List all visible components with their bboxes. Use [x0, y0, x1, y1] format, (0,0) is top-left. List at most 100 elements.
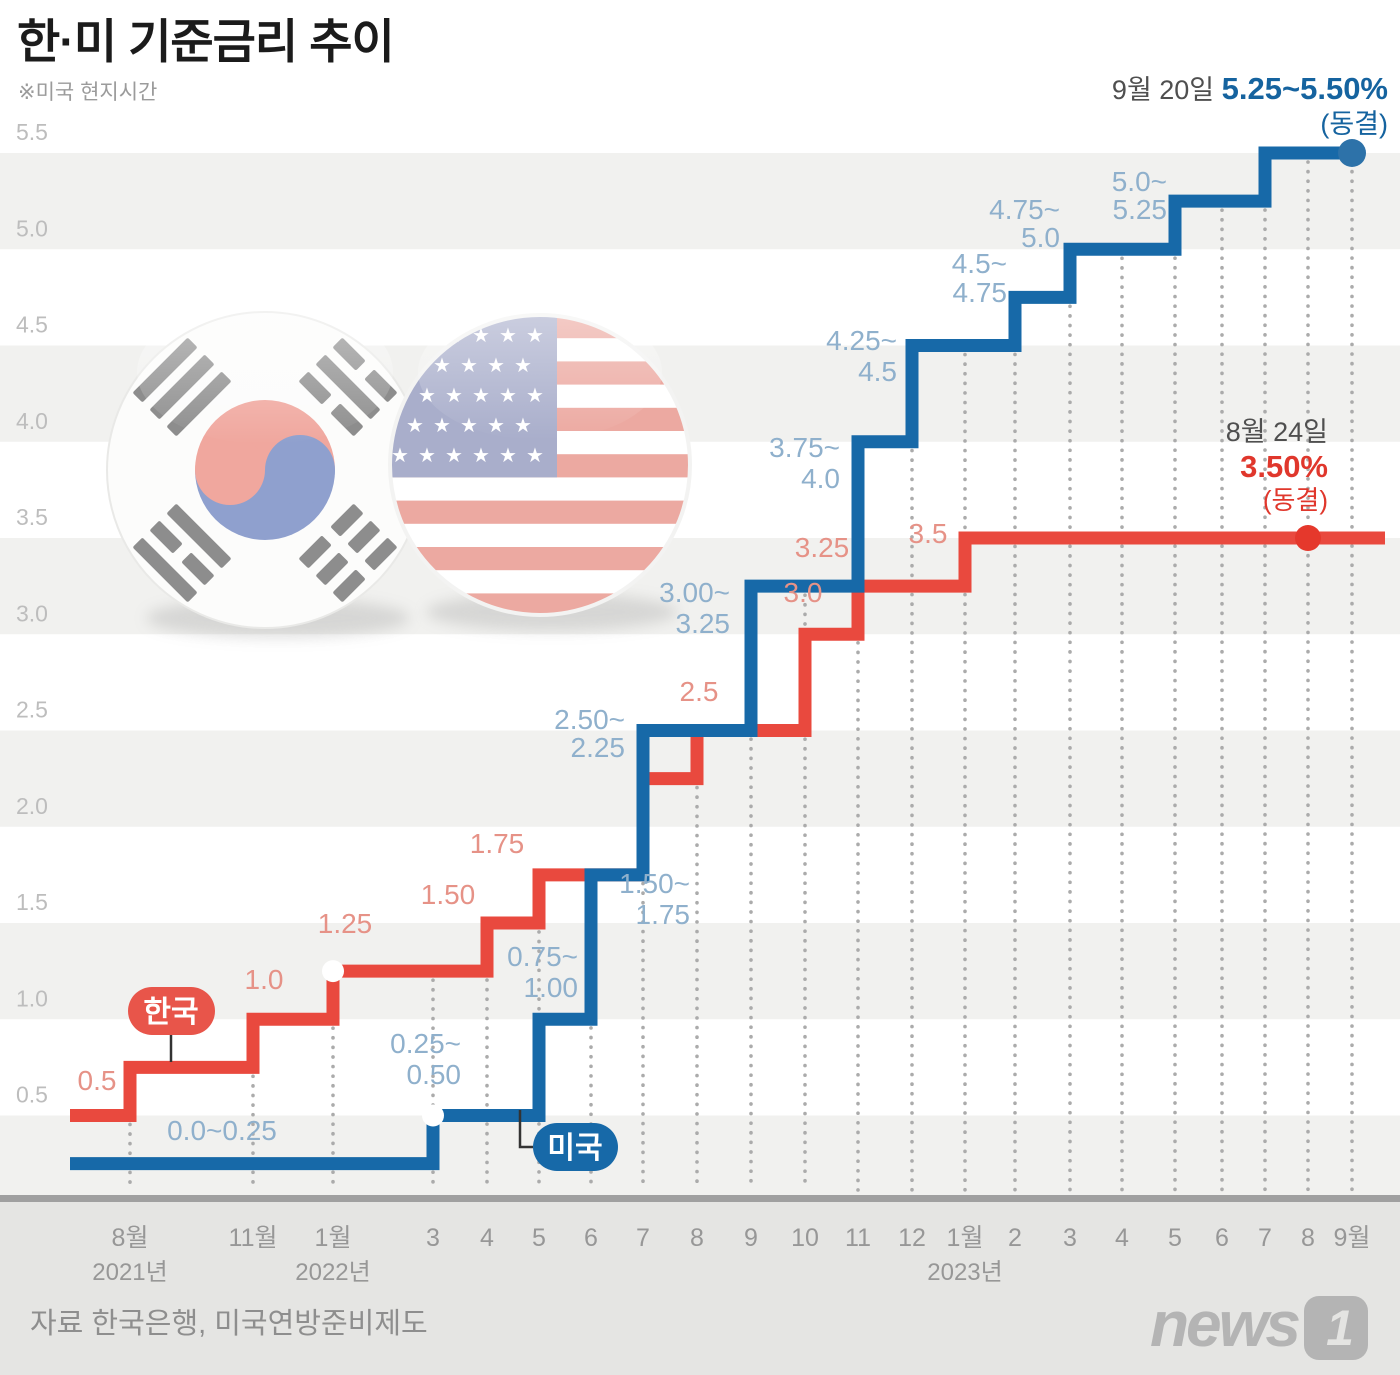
x-tick-label: 4	[480, 1224, 494, 1252]
x-tick-label: 7	[636, 1224, 650, 1252]
y-tick-label: 0.5	[16, 1082, 48, 1108]
page-title: 한·미 기준금리 추이	[17, 15, 394, 68]
x-tick-label: 8월	[112, 1224, 149, 1252]
footer: 자료 한국은행, 미국연방준비제도 news 1	[30, 1288, 1368, 1360]
kr-latest-date: 8월 24일	[1226, 417, 1328, 447]
rate-value-label: 2.5	[680, 676, 719, 707]
usa-badge-label: 미국	[547, 1132, 602, 1165]
x-tick-label: 11월	[229, 1224, 278, 1252]
x-tick-label: 7	[1258, 1224, 1272, 1252]
us-latest-annotation: 9월 20일 5.25~5.50% (동결)	[1112, 71, 1388, 139]
star-glyph: ★	[526, 445, 544, 467]
y-tick-label: 1.5	[16, 889, 48, 915]
rate-value-label: 4.75~	[989, 194, 1060, 225]
star-glyph: ★	[391, 445, 409, 467]
us-latest-line1: 9월 20일 5.25~5.50%	[1112, 71, 1388, 106]
axis-band	[0, 1196, 1400, 1375]
y-tick-label: 5.5	[16, 119, 48, 145]
note-us-local-time: ※미국 현지시간	[18, 81, 157, 104]
rate-value-label: 3.5	[909, 518, 948, 549]
kr-latest-rate: 3.50%	[1240, 449, 1328, 484]
x-year-label: 2023년	[927, 1259, 1002, 1286]
star-glyph: ★	[472, 445, 490, 467]
rate-value-label: 1.50~	[619, 868, 690, 899]
us-latest-date: 9월 20일	[1112, 75, 1222, 105]
star-glyph: ★	[406, 415, 424, 437]
latest-rate-dot	[1295, 525, 1321, 551]
x-tick-label: 5	[1168, 1224, 1182, 1252]
rate-value-label: 4.5	[858, 356, 897, 387]
rate-value-labels: 0.5 1.0 1.25 1.50 1.75 2.5 3.0 3.25 3.5 0.0~0.25 0…	[78, 166, 1167, 1146]
source-text: 자료 한국은행, 미국연방준비제도	[30, 1307, 428, 1340]
y-tick-label: 3.5	[16, 504, 48, 530]
x-tick-label: 11	[845, 1224, 871, 1252]
star-glyph: ★	[391, 325, 409, 347]
x-tick-label: 9월	[1334, 1224, 1371, 1252]
korea-badge	[128, 987, 215, 1035]
x-year-label: 2021년	[92, 1259, 167, 1286]
rate-series-lines	[70, 146, 1385, 1171]
news1-logo-badge	[1304, 1296, 1368, 1360]
x-tick-label: 9	[744, 1224, 758, 1252]
korea-flag-gloss	[137, 300, 393, 444]
korea-flag-icon	[106, 300, 424, 638]
kr-latest-annotation: 8월 24일 3.50% (동결)	[1226, 417, 1328, 515]
usa-flag-gloss	[418, 304, 662, 440]
rate-value-label: 3.75~	[769, 432, 840, 463]
rate-value-label: 1.50	[421, 879, 476, 910]
y-tick-label: 4.0	[16, 408, 48, 434]
series-badges: 한국 미국	[128, 987, 618, 1171]
x-tick-label: 1월	[947, 1224, 984, 1252]
x-tick-label: 2	[1008, 1224, 1022, 1252]
star-glyph: ★	[433, 415, 451, 437]
us-latest-rate: 5.25~5.50%	[1222, 71, 1388, 106]
y-tick-labels: 5.5 5.0 4.5 4.0 3.5 3.0 2.5 2.0 1.5 1.0 0.5	[16, 119, 48, 1108]
usa-flag-icon: ★★★★★★★★★★★★★★★★★★★★★★★★★★★★	[388, 304, 692, 631]
y-tick-label: 2.5	[16, 697, 48, 723]
kr-latest-status: (동결)	[1263, 485, 1328, 515]
usa-badge	[533, 1123, 618, 1171]
y-tick-label: 5.0	[16, 215, 48, 241]
axis-rule	[0, 1195, 1400, 1202]
header: 한·미 기준금리 추이 ※미국 현지시간	[17, 15, 395, 104]
rate-value-label: 0.75~	[507, 941, 578, 972]
rate-value-label: 0.5	[78, 1065, 117, 1096]
x-tick-label: 1월	[315, 1224, 352, 1252]
news1-logo-text: news	[1150, 1288, 1299, 1360]
rate-value-label: 1.25	[318, 908, 373, 939]
x-tick-label: 4	[1115, 1224, 1129, 1252]
x-tick-label: 3	[426, 1224, 440, 1252]
x-tick-label: 8	[1301, 1224, 1315, 1252]
rate-value-label: 3.25	[676, 608, 731, 639]
latest-rate-dot	[1338, 139, 1366, 167]
korea-badge-label: 한국	[143, 996, 198, 1029]
rate-value-label: 2.50~	[554, 704, 625, 735]
rate-value-label: 3.00~	[659, 577, 730, 608]
step-hollow-marker	[422, 1104, 444, 1127]
background-band	[0, 923, 1400, 1020]
background-band	[0, 1115, 1400, 1196]
rate-value-label: 4.75	[953, 277, 1008, 308]
y-tick-label: 3.0	[16, 600, 48, 626]
rate-value-label: 5.25	[1113, 194, 1168, 225]
rate-value-label: 0.50	[407, 1059, 462, 1090]
step-hollow-marker	[322, 960, 344, 983]
x-tick-label: 5	[532, 1224, 546, 1252]
star-glyph: ★	[499, 445, 517, 467]
usa-rate-line	[70, 146, 1360, 1171]
rate-value-label: 4.5~	[952, 248, 1007, 279]
x-tick-label: 6	[584, 1224, 598, 1252]
star-glyph: ★	[418, 445, 436, 467]
rate-value-label: 1.75	[470, 828, 525, 859]
rate-value-label: 3.25	[795, 532, 850, 563]
background-band	[0, 153, 1400, 250]
rate-value-label: 1.0	[245, 964, 284, 995]
y-tick-label: 1.0	[16, 985, 48, 1011]
y-tick-label: 4.5	[16, 312, 48, 338]
rate-markers	[322, 139, 1366, 1127]
star-glyph: ★	[445, 445, 463, 467]
